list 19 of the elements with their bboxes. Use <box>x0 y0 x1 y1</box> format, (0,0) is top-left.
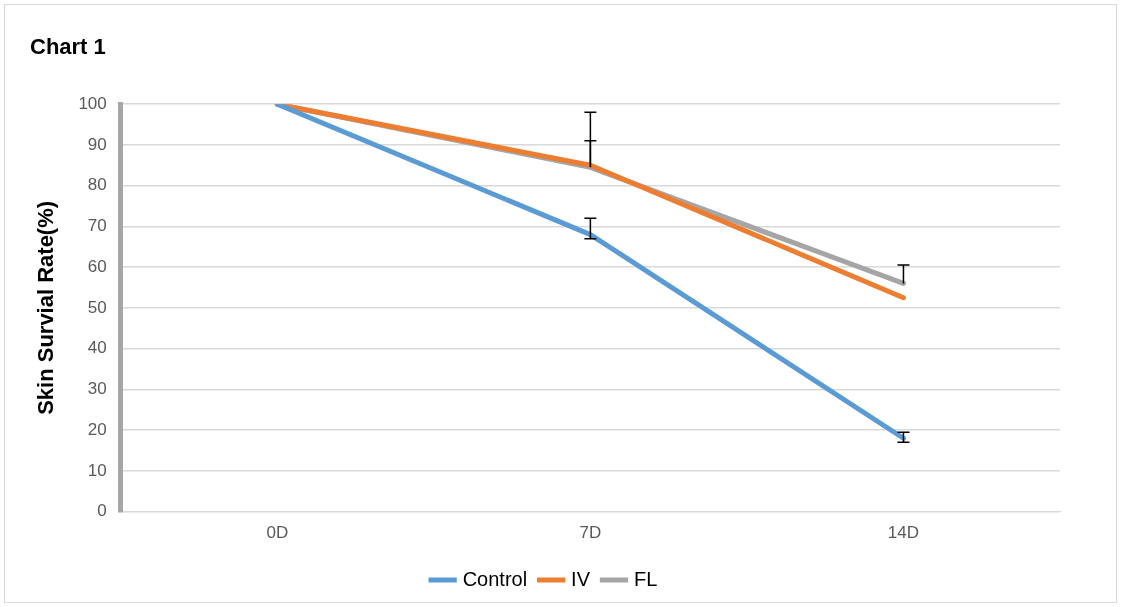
y-tick-label: 80 <box>87 175 107 195</box>
y-tick-label: 40 <box>87 338 107 358</box>
y-tick-label: 30 <box>87 379 107 399</box>
y-tick-label: 90 <box>87 134 107 154</box>
y-tick-label: 10 <box>87 460 107 480</box>
y-tick-label: 50 <box>87 297 107 317</box>
y-tick-label: 0 <box>97 501 107 521</box>
chart-title: Chart 1 <box>30 34 106 60</box>
x-tick-label: 0D <box>266 523 289 543</box>
x-tick-label: 7D <box>579 523 602 543</box>
y-tick-label: 60 <box>87 256 107 276</box>
y-tick-label: 20 <box>87 419 107 439</box>
y-tick-label: 70 <box>87 216 107 236</box>
legend-label: FL <box>634 567 658 590</box>
y-axis-title: Skin Survial Rate(%) <box>33 200 59 415</box>
legend-label: IV <box>571 567 591 590</box>
y-tick-label: 100 <box>78 93 107 113</box>
x-tick-label: 14D <box>887 523 920 543</box>
legend-label: Control <box>462 567 528 590</box>
